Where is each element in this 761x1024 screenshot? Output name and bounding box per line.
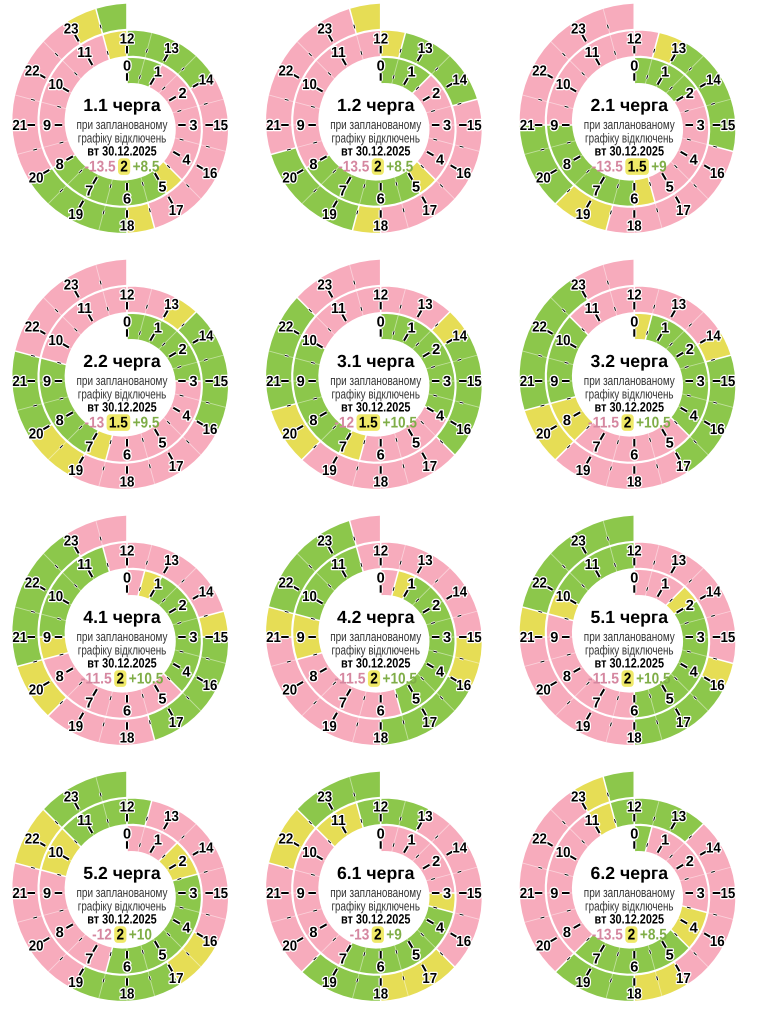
- svg-text:вт 30.12.2025: вт 30.12.2025: [341, 656, 411, 671]
- svg-text:при запланованому: при запланованому: [584, 629, 675, 644]
- svg-text:вт 30.12.2025: вт 30.12.2025: [87, 400, 157, 415]
- svg-text:графіку відключень: графіку відключень: [585, 131, 674, 146]
- svg-text:вт 30.12.2025: вт 30.12.2025: [341, 400, 411, 415]
- svg-text:при запланованому: при запланованому: [584, 373, 675, 388]
- svg-text:2.1 черга: 2.1 черга: [591, 95, 669, 115]
- svg-text:+10.5: +10.5: [129, 670, 164, 687]
- svg-text:графіку відключень: графіку відключень: [585, 899, 674, 914]
- svg-text:1.2 черга: 1.2 черга: [337, 95, 415, 115]
- svg-text:-13.5: -13.5: [85, 158, 116, 175]
- svg-text:+8.5: +8.5: [640, 926, 667, 943]
- svg-text:2: 2: [628, 926, 636, 943]
- svg-text:графіку відключень: графіку відключень: [585, 643, 674, 658]
- svg-text:1.5: 1.5: [359, 414, 378, 431]
- svg-text:при запланованому: при запланованому: [330, 885, 421, 900]
- svg-text:вт 30.12.2025: вт 30.12.2025: [87, 912, 157, 927]
- svg-text:при запланованому: при запланованому: [584, 117, 675, 132]
- svg-text:2: 2: [624, 670, 632, 687]
- svg-text:графіку відключень: графіку відключень: [331, 643, 420, 658]
- svg-text:-11.5: -11.5: [81, 670, 112, 687]
- svg-text:1.5: 1.5: [628, 158, 647, 175]
- svg-text:-12: -12: [92, 926, 112, 943]
- svg-text:+8.5: +8.5: [386, 158, 413, 175]
- svg-text:+9: +9: [651, 158, 667, 175]
- svg-text:2: 2: [624, 414, 632, 431]
- svg-text:+10.5: +10.5: [636, 414, 671, 431]
- svg-text:при запланованому: при запланованому: [330, 629, 421, 644]
- svg-text:6.1 черга: 6.1 черга: [337, 863, 415, 883]
- svg-text:5.1 черга: 5.1 черга: [591, 607, 669, 627]
- svg-text:1.1 черга: 1.1 черга: [83, 95, 161, 115]
- svg-text:2: 2: [120, 158, 128, 175]
- svg-text:вт 30.12.2025: вт 30.12.2025: [341, 912, 411, 927]
- svg-text:-11.5: -11.5: [334, 670, 365, 687]
- svg-text:2: 2: [374, 926, 382, 943]
- svg-text:2: 2: [117, 670, 125, 687]
- svg-text:2.2 черга: 2.2 черга: [83, 351, 161, 371]
- svg-text:графіку відключень: графіку відключень: [78, 899, 167, 914]
- svg-text:+9.5: +9.5: [133, 414, 160, 431]
- svg-text:3.2 черга: 3.2 черга: [591, 351, 669, 371]
- svg-text:+10.5: +10.5: [383, 414, 418, 431]
- svg-text:при запланованому: при запланованому: [330, 117, 421, 132]
- svg-text:вт 30.12.2025: вт 30.12.2025: [595, 400, 665, 415]
- svg-text:вт 30.12.2025: вт 30.12.2025: [87, 656, 157, 671]
- svg-text:5.2 черга: 5.2 черга: [83, 863, 161, 883]
- svg-text:-13: -13: [350, 926, 370, 943]
- svg-text:2: 2: [370, 670, 378, 687]
- svg-text:-12: -12: [334, 414, 354, 431]
- svg-text:при запланованому: при запланованому: [330, 373, 421, 388]
- svg-text:вт 30.12.2025: вт 30.12.2025: [595, 656, 665, 671]
- svg-text:графіку відключень: графіку відключень: [78, 643, 167, 658]
- svg-text:+9: +9: [386, 926, 402, 943]
- svg-text:-11.5: -11.5: [588, 414, 619, 431]
- svg-text:+8.5: +8.5: [133, 158, 160, 175]
- svg-text:2: 2: [374, 158, 382, 175]
- svg-text:графіку відключень: графіку відключень: [331, 131, 420, 146]
- svg-text:при запланованому: при запланованому: [77, 373, 168, 388]
- svg-text:-13.5: -13.5: [592, 926, 623, 943]
- svg-text:графіку відключень: графіку відключень: [331, 899, 420, 914]
- svg-text:при запланованому: при запланованому: [77, 885, 168, 900]
- svg-text:+10.5: +10.5: [383, 670, 418, 687]
- svg-text:при запланованому: при запланованому: [77, 117, 168, 132]
- svg-text:+10.5: +10.5: [636, 670, 671, 687]
- svg-text:1.5: 1.5: [109, 414, 128, 431]
- svg-text:4.2 черга: 4.2 черга: [337, 607, 415, 627]
- svg-text:вт 30.12.2025: вт 30.12.2025: [595, 144, 665, 159]
- svg-text:вт 30.12.2025: вт 30.12.2025: [87, 144, 157, 159]
- svg-text:3.1 черга: 3.1 черга: [337, 351, 415, 371]
- svg-text:6.2 черга: 6.2 черга: [591, 863, 669, 883]
- svg-text:+10: +10: [129, 926, 152, 943]
- svg-text:графіку відключень: графіку відключень: [78, 131, 167, 146]
- svg-text:графіку відключень: графіку відключень: [331, 387, 420, 402]
- svg-text:при запланованому: при запланованому: [584, 885, 675, 900]
- svg-text:4.1 черга: 4.1 черга: [83, 607, 161, 627]
- svg-text:-13: -13: [85, 414, 105, 431]
- svg-text:-13.5: -13.5: [338, 158, 369, 175]
- svg-text:графіку відключень: графіку відключень: [78, 387, 167, 402]
- svg-text:2: 2: [117, 926, 125, 943]
- svg-text:графіку відключень: графіку відключень: [585, 387, 674, 402]
- svg-text:вт 30.12.2025: вт 30.12.2025: [595, 912, 665, 927]
- svg-text:вт 30.12.2025: вт 30.12.2025: [341, 144, 411, 159]
- svg-text:при запланованому: при запланованому: [77, 629, 168, 644]
- svg-text:-11.5: -11.5: [588, 670, 619, 687]
- svg-text:-13.5: -13.5: [592, 158, 623, 175]
